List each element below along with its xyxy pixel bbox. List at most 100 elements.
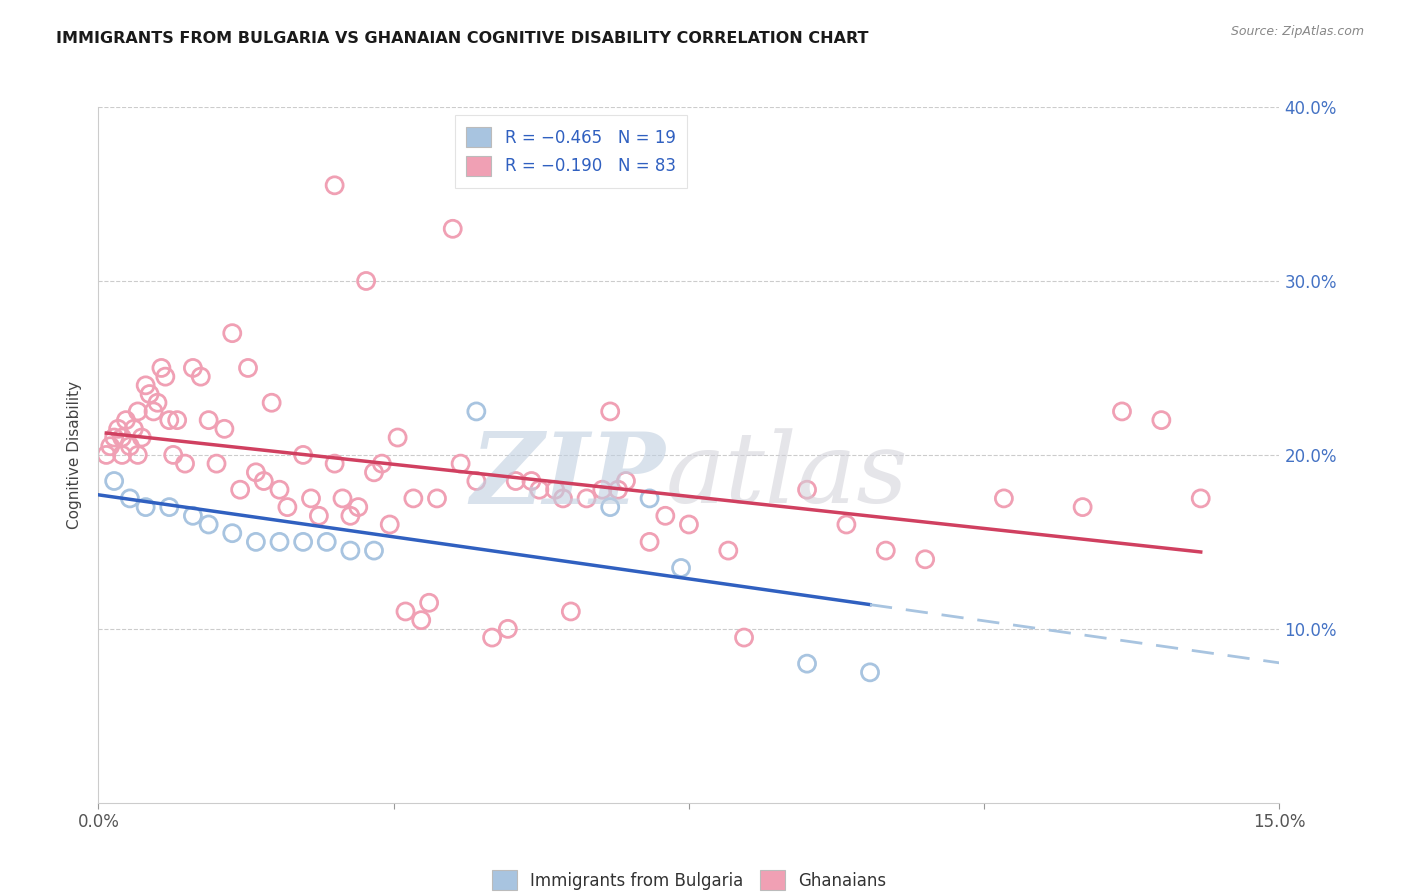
Point — [411, 613, 433, 627]
Point — [260, 395, 283, 409]
Point — [347, 500, 370, 514]
Legend: Immigrants from Bulgaria, Ghanaians: Immigrants from Bulgaria, Ghanaians — [482, 860, 896, 892]
Point — [717, 543, 740, 558]
Point — [166, 413, 188, 427]
Point — [103, 430, 125, 444]
Point — [426, 491, 449, 506]
Point — [607, 483, 630, 497]
Point — [496, 622, 519, 636]
Text: ZIP: ZIP — [471, 427, 665, 524]
Point — [529, 483, 551, 497]
Point — [599, 500, 621, 514]
Point — [371, 457, 394, 471]
Point — [221, 526, 243, 541]
Point — [135, 378, 157, 392]
Point — [450, 457, 472, 471]
Point — [678, 517, 700, 532]
Y-axis label: Cognitive Disability: Cognitive Disability — [67, 381, 83, 529]
Point — [859, 665, 882, 680]
Point — [308, 508, 330, 523]
Point — [1071, 500, 1094, 514]
Point — [174, 457, 197, 471]
Point — [292, 534, 315, 549]
Point — [315, 534, 337, 549]
Point — [269, 483, 291, 497]
Point — [1111, 404, 1133, 418]
Point — [150, 360, 173, 375]
Point — [465, 404, 488, 418]
Text: IMMIGRANTS FROM BULGARIA VS GHANAIAN COGNITIVE DISABILITY CORRELATION CHART: IMMIGRANTS FROM BULGARIA VS GHANAIAN COG… — [56, 31, 869, 46]
Point — [835, 517, 858, 532]
Point — [363, 543, 385, 558]
Point — [122, 422, 145, 436]
Point — [332, 491, 354, 506]
Point — [363, 466, 385, 480]
Point — [520, 474, 543, 488]
Point — [157, 413, 180, 427]
Point — [111, 430, 134, 444]
Point — [323, 457, 346, 471]
Point — [269, 534, 291, 549]
Point — [339, 508, 361, 523]
Point — [96, 448, 118, 462]
Point — [229, 483, 252, 497]
Point — [118, 491, 141, 506]
Point — [127, 448, 149, 462]
Point — [98, 439, 121, 453]
Point — [465, 474, 488, 488]
Point — [197, 517, 219, 532]
Text: atlas: atlas — [665, 428, 908, 524]
Point — [614, 474, 637, 488]
Point — [157, 500, 180, 514]
Point — [181, 360, 204, 375]
Point — [146, 395, 169, 409]
Point — [236, 360, 259, 375]
Point — [299, 491, 322, 506]
Point — [111, 448, 134, 462]
Point — [394, 605, 416, 619]
Point — [654, 508, 676, 523]
Point — [339, 543, 361, 558]
Point — [190, 369, 212, 384]
Point — [796, 483, 818, 497]
Point — [138, 387, 160, 401]
Point — [638, 491, 661, 506]
Point — [418, 596, 440, 610]
Point — [197, 413, 219, 427]
Point — [181, 508, 204, 523]
Point — [575, 491, 598, 506]
Point — [162, 448, 184, 462]
Point — [103, 474, 125, 488]
Point — [221, 326, 243, 340]
Point — [214, 422, 236, 436]
Text: Source: ZipAtlas.com: Source: ZipAtlas.com — [1230, 25, 1364, 38]
Point — [669, 561, 692, 575]
Point — [131, 430, 153, 444]
Point — [402, 491, 425, 506]
Point — [205, 457, 228, 471]
Point — [441, 221, 464, 235]
Point — [1150, 413, 1173, 427]
Point — [599, 404, 621, 418]
Point — [914, 552, 936, 566]
Point — [1189, 491, 1212, 506]
Point — [155, 369, 177, 384]
Point — [127, 404, 149, 418]
Point — [591, 483, 613, 497]
Point — [115, 413, 138, 427]
Point — [107, 422, 129, 436]
Point — [505, 474, 527, 488]
Point — [276, 500, 298, 514]
Point — [638, 534, 661, 549]
Point — [481, 631, 503, 645]
Point — [733, 631, 755, 645]
Point — [993, 491, 1015, 506]
Point — [378, 517, 401, 532]
Point — [323, 178, 346, 193]
Point — [142, 404, 165, 418]
Point — [354, 274, 377, 288]
Point — [875, 543, 897, 558]
Point — [796, 657, 818, 671]
Point — [118, 439, 141, 453]
Point — [135, 500, 157, 514]
